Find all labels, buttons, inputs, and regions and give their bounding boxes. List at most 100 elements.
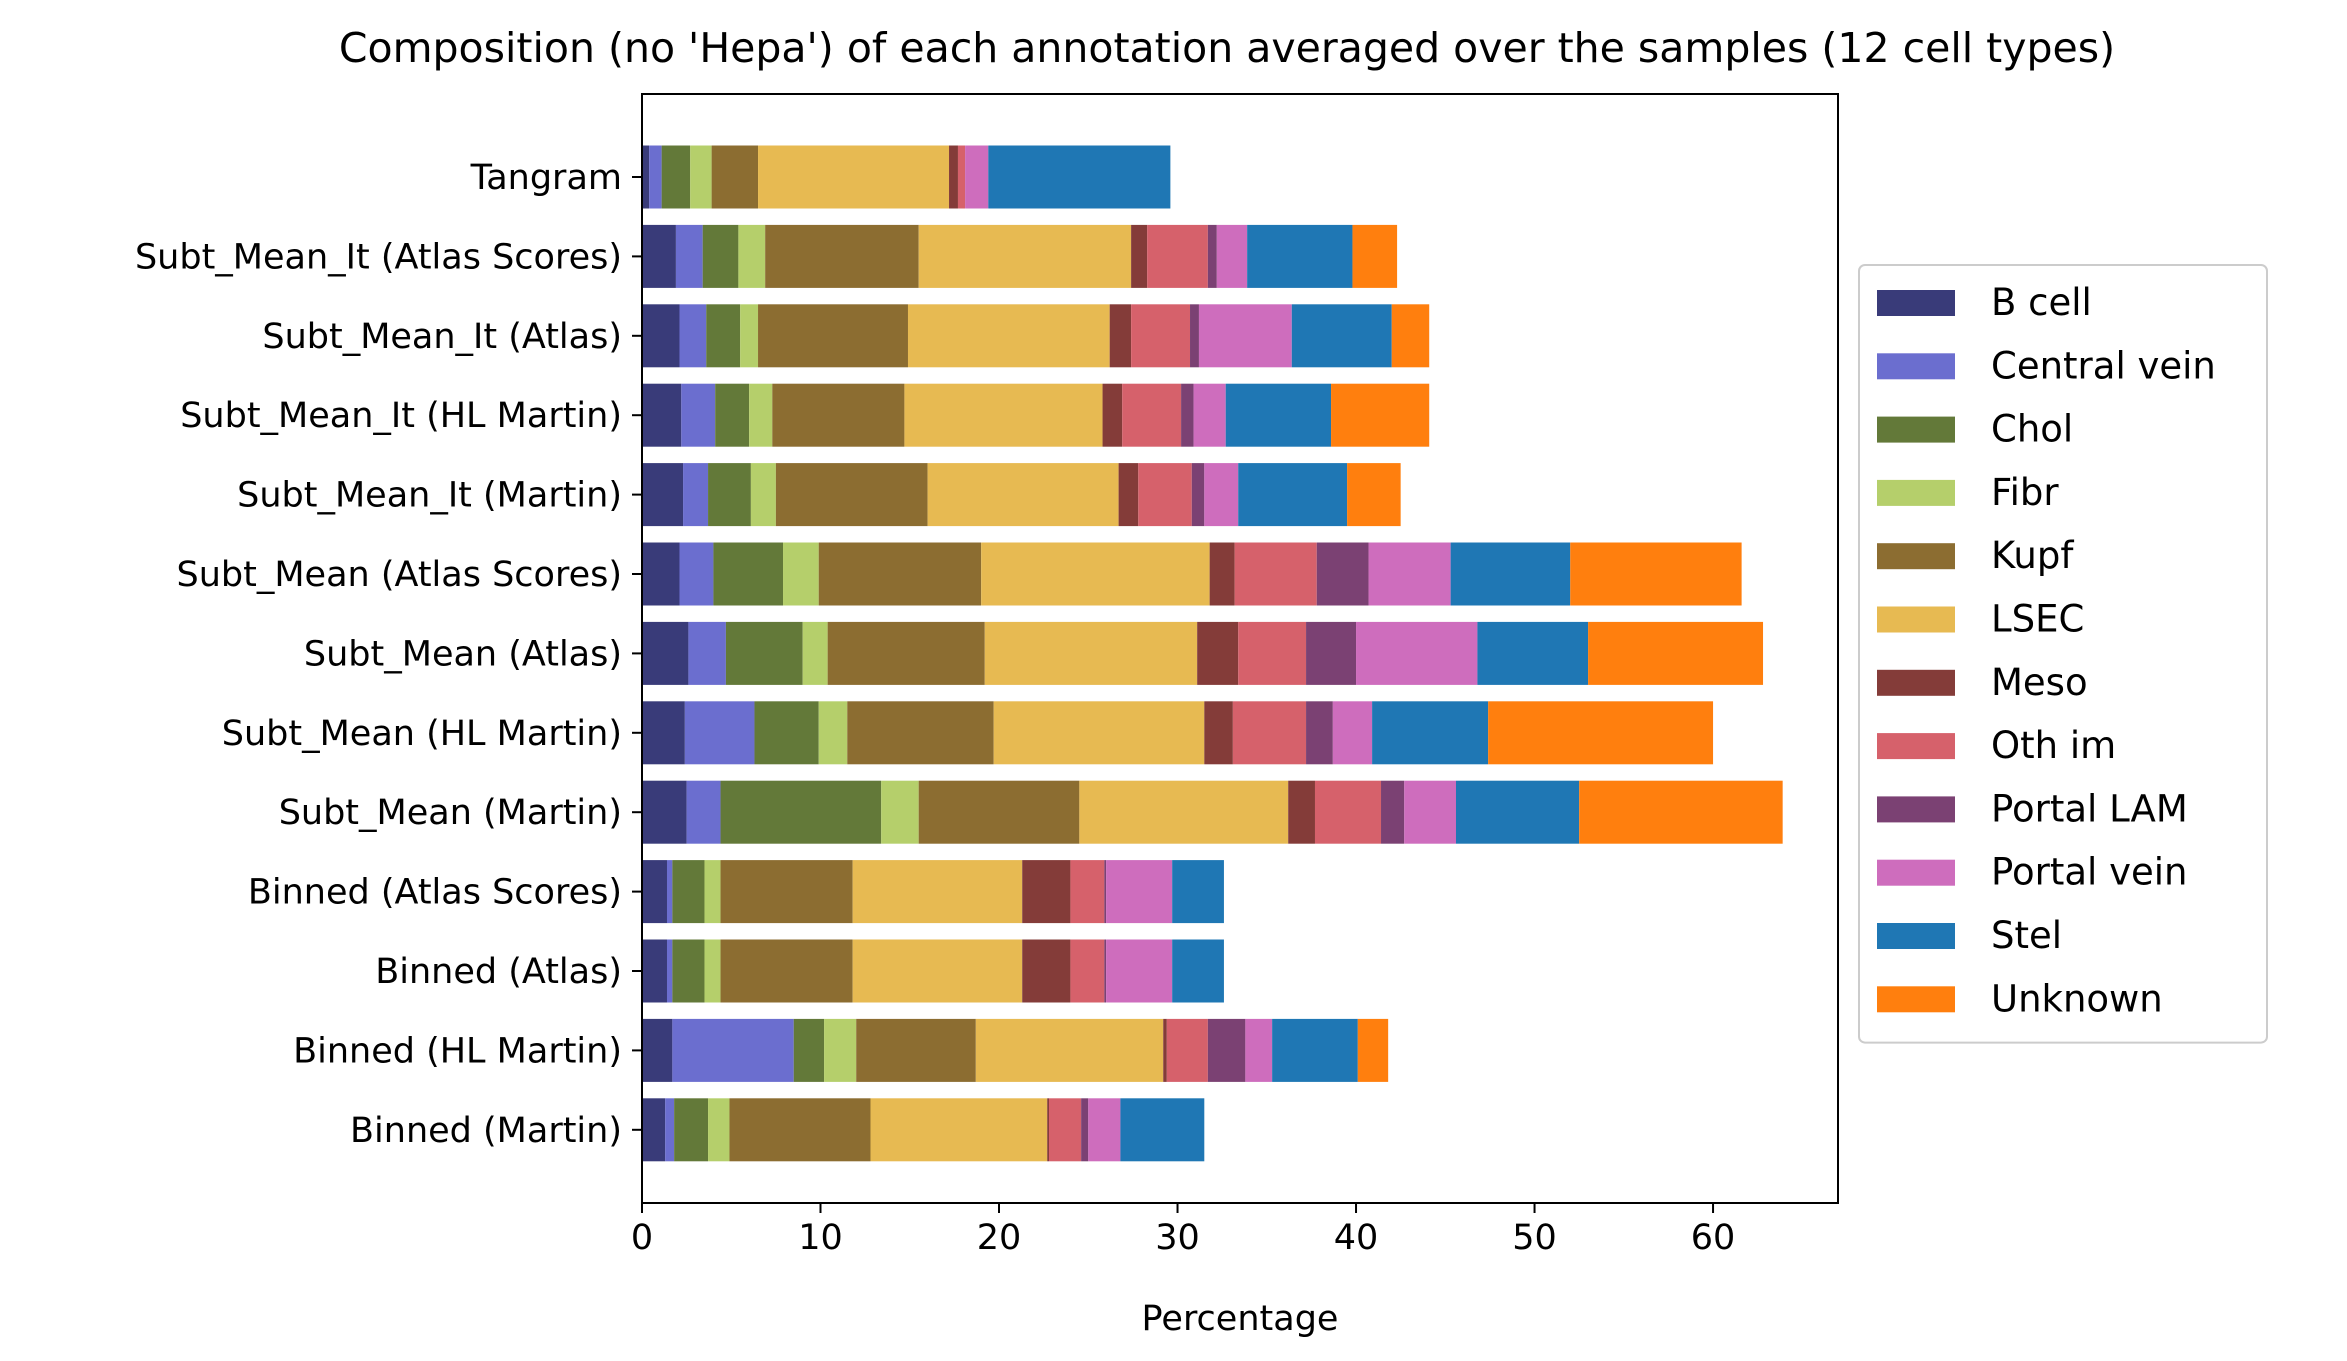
bar-subt-mean-it-atlas-scores-kupf [765, 224, 919, 288]
bar-binned-atlas-b-cell [642, 939, 667, 1003]
bar-binned-martin-stel [1120, 1098, 1205, 1162]
bar-tangram-portal-vein [965, 145, 989, 209]
bar-subt-mean-martin-oth-im [1314, 780, 1382, 844]
bar-binned-martin-kupf [729, 1098, 871, 1162]
bar-subt-mean-atlas-fibr [802, 621, 828, 685]
x-axis: 0 10 20 30 40 50 60 [631, 1203, 1735, 1258]
bar-binned-atlas-portal-lam [1104, 939, 1107, 1003]
bar-subt-mean-it-atlas-meso [1109, 304, 1132, 368]
bar-subt-mean-atlas-portal-lam [1306, 621, 1357, 685]
bar-subt-mean-hl-martin-fibr [818, 701, 848, 765]
legend-label-stel: Stel [1991, 914, 2062, 957]
bar-subt-mean-it-atlas-stel [1291, 304, 1392, 368]
bar-subt-mean-it-atlas-oth-im [1131, 304, 1191, 368]
bar-subt-mean-atlas-scores-oth-im [1234, 542, 1317, 606]
bar-binned-atlas-scores-kupf [720, 860, 853, 924]
y-tick-label: Subt_Mean_It (Martin) [237, 476, 622, 516]
legend: B cell Central vein Chol Fibr Kupf LSEC Meso Ot… [1858, 264, 2268, 1044]
bar-binned-martin-chol [674, 1098, 709, 1162]
bar-subt-mean-it-hl-martin-kupf [772, 383, 905, 447]
bar-subt-mean-it-atlas-scores-portal-lam [1207, 224, 1217, 288]
bar-subt-mean-atlas-scores-portal-lam [1316, 542, 1369, 606]
bar-subt-mean-it-atlas-scores-central-vein [675, 224, 703, 288]
bar-subt-mean-it-hl-martin-stel [1225, 383, 1332, 447]
bar-binned-martin-b-cell [642, 1098, 666, 1162]
bar-subt-mean-it-martin-stel [1238, 463, 1348, 527]
legend-swatch-central-vein [1877, 353, 1955, 380]
bar-subt-mean-martin-lsec [1079, 780, 1289, 844]
x-tick-label: 20 [977, 1218, 1022, 1258]
bar-subt-mean-it-hl-martin-oth-im [1122, 383, 1182, 447]
bar-subt-mean-atlas-scores-lsec [981, 542, 1210, 606]
x-tick-label: 0 [631, 1218, 653, 1258]
bar-binned-atlas-scores-stel [1172, 860, 1224, 924]
bar-binned-atlas-scores-portal-vein [1106, 860, 1173, 924]
bar-subt-mean-it-hl-martin-unknown [1331, 383, 1430, 447]
bar-binned-hl-martin-portal-vein [1245, 1018, 1273, 1082]
bar-subt-mean-atlas-unknown [1588, 621, 1764, 685]
bar-subt-mean-it-atlas-chol [706, 304, 741, 368]
bar-binned-martin-meso [1047, 1098, 1049, 1162]
legend-label-fibr: Fibr [1991, 471, 2059, 514]
bar-subt-mean-it-martin-kupf [775, 463, 928, 527]
x-tick-label: 50 [1512, 1218, 1557, 1258]
bar-subt-mean-martin-central-vein [686, 780, 721, 844]
bar-binned-martin-oth-im [1049, 1098, 1082, 1162]
legend-swatch-portal-lam [1877, 796, 1955, 823]
y-tick-label: Subt_Mean_It (Atlas Scores) [135, 237, 622, 277]
bar-subt-mean-hl-martin-portal-lam [1306, 701, 1333, 765]
bar-binned-atlas-scores-lsec [852, 860, 1023, 924]
bar-binned-martin-fibr [708, 1098, 730, 1162]
bar-subt-mean-it-atlas-scores-meso [1131, 224, 1148, 288]
bar-subt-mean-it-martin-b-cell [642, 463, 684, 527]
bar-subt-mean-it-atlas-portal-lam [1190, 304, 1199, 368]
bar-binned-hl-martin-stel [1272, 1018, 1358, 1082]
bar-subt-mean-it-atlas-lsec [907, 304, 1110, 368]
bar-binned-hl-martin-central-vein [672, 1018, 794, 1082]
x-tick-label: 30 [1155, 1218, 1200, 1258]
bar-binned-atlas-fibr [704, 939, 721, 1003]
bar-subt-mean-atlas-chol [725, 621, 803, 685]
bar-subt-mean-it-atlas-central-vein [679, 304, 707, 368]
bar-binned-hl-martin-portal-lam [1207, 1018, 1246, 1082]
bar-tangram-kupf [711, 145, 759, 209]
bar-binned-hl-martin-kupf [856, 1018, 976, 1082]
bar-subt-mean-hl-martin-lsec [993, 701, 1205, 765]
bar-binned-atlas-scores-portal-lam [1104, 860, 1107, 924]
bar-subt-mean-it-hl-martin-lsec [904, 383, 1103, 447]
legend-swatch-portal-vein [1877, 859, 1955, 886]
bar-binned-hl-martin-fibr [824, 1018, 857, 1082]
bar-subt-mean-atlas-stel [1477, 621, 1589, 685]
bar-subt-mean-atlas-oth-im [1238, 621, 1307, 685]
legend-label-meso: Meso [1991, 661, 2088, 704]
bar-subt-mean-it-martin-meso [1118, 463, 1139, 527]
bar-subt-mean-atlas-b-cell [642, 621, 689, 685]
bar-binned-martin-portal-vein [1088, 1098, 1121, 1162]
x-tick-label: 40 [1334, 1218, 1379, 1258]
x-tick-label: 60 [1691, 1218, 1736, 1258]
legend-label-kupf: Kupf [1991, 534, 2074, 577]
bar-subt-mean-atlas-portal-vein [1356, 621, 1478, 685]
legend-label-central-vein: Central vein [1991, 344, 2216, 387]
bar-subt-mean-it-hl-martin-portal-lam [1181, 383, 1194, 447]
bar-binned-hl-martin-chol [793, 1018, 825, 1082]
bar-binned-hl-martin-oth-im [1166, 1018, 1208, 1082]
x-tick-label: 10 [798, 1218, 843, 1258]
bar-binned-martin-lsec [870, 1098, 1048, 1162]
bar-subt-mean-martin-kupf [918, 780, 1080, 844]
x-axis-label: Percentage [1142, 1299, 1339, 1339]
bar-subt-mean-atlas-scores-chol [713, 542, 784, 606]
bar-subt-mean-atlas-scores-kupf [818, 542, 982, 606]
bar-subt-mean-martin-b-cell [642, 780, 687, 844]
bar-binned-atlas-scores-chol [672, 860, 705, 924]
legend-swatch-fibr [1877, 479, 1955, 506]
bar-subt-mean-it-hl-martin-meso [1102, 383, 1123, 447]
bar-subt-mean-atlas-central-vein [688, 621, 726, 685]
bar-binned-atlas-scores-oth-im [1070, 860, 1105, 924]
bar-subt-mean-atlas-scores-stel [1450, 542, 1571, 606]
legend-label-chol: Chol [1991, 408, 2073, 451]
bar-binned-atlas-meso [1022, 939, 1071, 1003]
bar-subt-mean-martin-portal-lam [1381, 780, 1405, 844]
legend-swatch-lsec [1877, 606, 1955, 633]
bar-subt-mean-it-hl-martin-chol [715, 383, 750, 447]
